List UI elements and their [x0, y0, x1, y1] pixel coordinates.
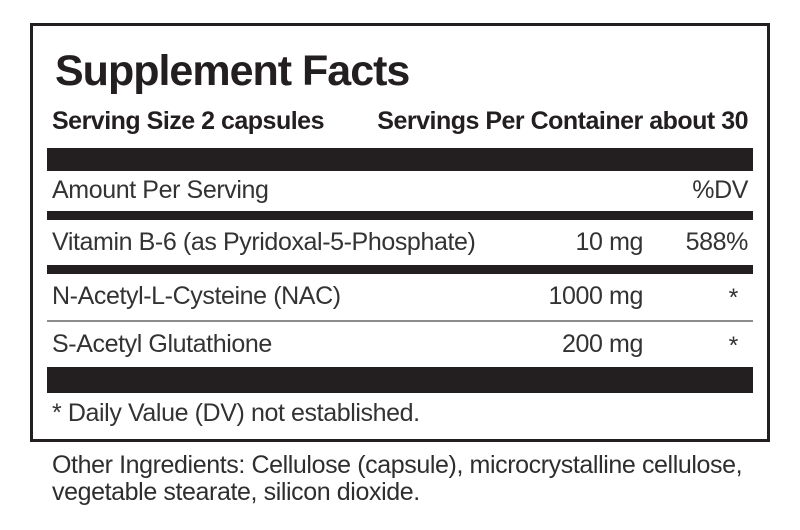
- percent-dv-label: %DV: [692, 176, 748, 204]
- separator-line-nac: [47, 319, 753, 322]
- supplement-facts-panel: Supplement Facts Serving Size 2 capsules…: [30, 23, 770, 442]
- daily-value-footnote: * Daily Value (DV) not established.: [47, 393, 753, 435]
- nutrient-row-vitamin-b6: Vitamin B-6 (as Pyridoxal-5-Phosphate) 1…: [47, 220, 753, 265]
- nutrient-row-glutathione: S-Acetyl Glutathione 200 mg *: [47, 322, 753, 367]
- servings-per-container: Servings Per Container about 30: [377, 107, 748, 135]
- amount-per-serving-label: Amount Per Serving: [52, 176, 269, 204]
- nutrient-dv: 588%: [685, 227, 749, 256]
- panel-title: Supplement Facts: [55, 47, 410, 95]
- separator-bar-top: [47, 147, 753, 171]
- nutrient-amount: 200 mg: [562, 329, 643, 358]
- column-header-row: Amount Per Serving %DV: [47, 171, 753, 211]
- separator-bar-header: [47, 210, 753, 220]
- nutrient-name: Vitamin B-6 (as Pyridoxal-5-Phosphate): [52, 227, 476, 256]
- nutrient-dv-asterisk: *: [728, 284, 739, 312]
- footnote-text: * Daily Value (DV) not established.: [52, 399, 420, 427]
- nutrient-name: N-Acetyl-L-Cysteine (NAC): [52, 282, 341, 310]
- separator-bar-vitamin-b6: [47, 264, 753, 274]
- nutrient-row-nac: N-Acetyl-L-Cysteine (NAC) 1000 mg *: [47, 274, 753, 320]
- serving-info-row: Serving Size 2 capsules Servings Per Con…: [47, 107, 753, 136]
- nutrient-amount: 1000 mg: [548, 282, 644, 310]
- nutrient-amount: 10 mg: [575, 227, 644, 256]
- serving-size: Serving Size 2 capsules: [52, 107, 324, 135]
- other-ingredients-line1: Other Ingredients: Cellulose (capsule), …: [52, 451, 743, 479]
- other-ingredients: Other Ingredients: Cellulose (capsule), …: [52, 452, 782, 506]
- other-ingredients-line2: vegetable stearate, silicon dioxide.: [52, 478, 420, 506]
- nutrient-name: S-Acetyl Glutathione: [52, 329, 272, 358]
- separator-bar-bottom: [47, 366, 753, 393]
- nutrient-dv-asterisk: *: [728, 331, 739, 360]
